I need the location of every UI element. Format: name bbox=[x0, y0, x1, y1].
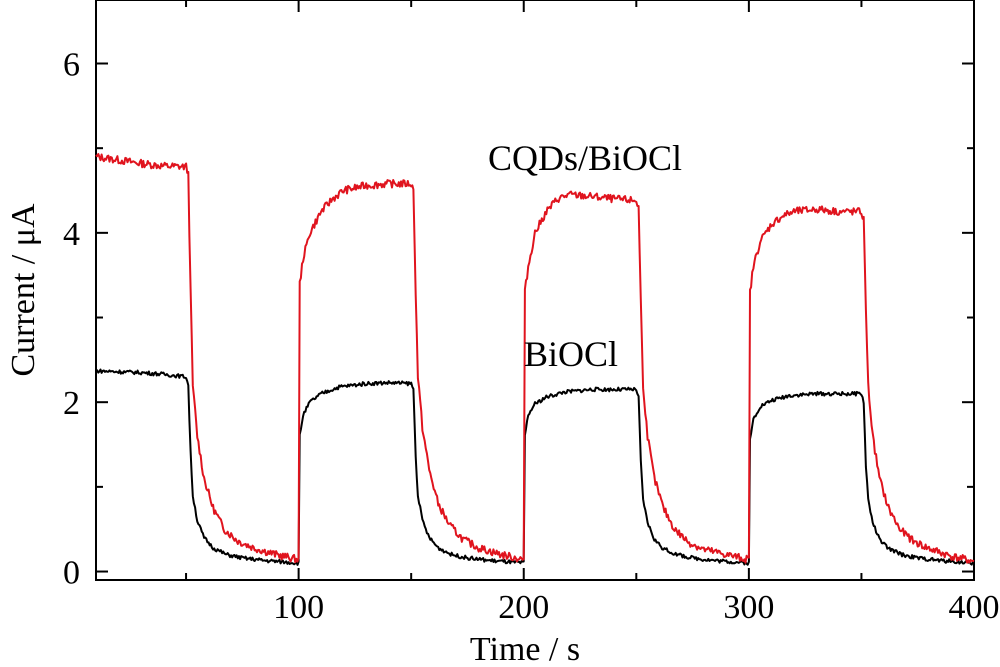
axis-ticks bbox=[96, 0, 975, 580]
x-tick-label: 200 bbox=[498, 589, 549, 626]
series-line-biocl bbox=[95, 368, 975, 566]
x-tick-label: 100 bbox=[273, 589, 324, 626]
x-tick-label: 300 bbox=[723, 589, 774, 626]
x-axis-title: Time / s bbox=[470, 631, 580, 667]
y-tick-label: 0 bbox=[63, 555, 80, 592]
series-line-cqds-biocl bbox=[95, 153, 975, 564]
y-axis-title: Current / μA bbox=[5, 203, 42, 377]
plot-frame bbox=[95, 0, 975, 581]
y-tick-label: 6 bbox=[63, 47, 80, 84]
y-tick-label: 2 bbox=[63, 385, 80, 422]
series-label-biocl: BiOCl bbox=[524, 334, 618, 374]
axis-tick-labels: 100 200 300 400 0 2 4 6 bbox=[63, 47, 1000, 626]
x-tick-label: 400 bbox=[949, 589, 1000, 626]
series-label-cqds-biocl: CQDs/BiOCl bbox=[488, 138, 682, 178]
y-tick-label: 4 bbox=[63, 216, 80, 253]
series-lines bbox=[95, 153, 975, 566]
